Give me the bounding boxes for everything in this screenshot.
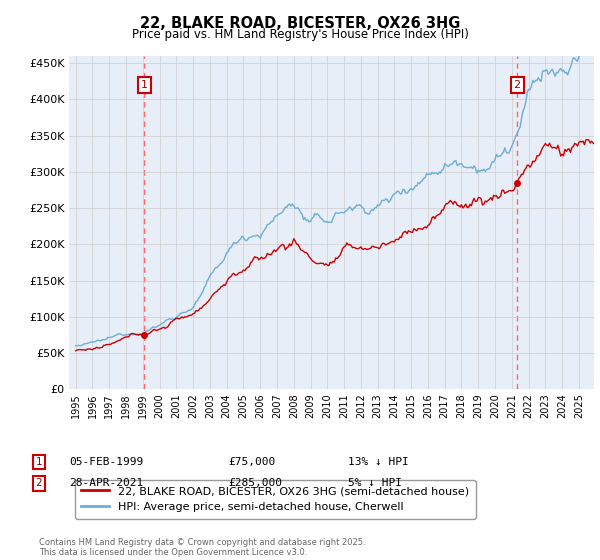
Text: £75,000: £75,000: [228, 457, 275, 467]
Text: 2: 2: [514, 80, 521, 90]
Text: Price paid vs. HM Land Registry's House Price Index (HPI): Price paid vs. HM Land Registry's House …: [131, 28, 469, 41]
Legend: 22, BLAKE ROAD, BICESTER, OX26 3HG (semi-detached house), HPI: Average price, se: 22, BLAKE ROAD, BICESTER, OX26 3HG (semi…: [74, 480, 476, 519]
Text: Contains HM Land Registry data © Crown copyright and database right 2025.
This d: Contains HM Land Registry data © Crown c…: [39, 538, 365, 557]
Text: 5% ↓ HPI: 5% ↓ HPI: [348, 478, 402, 488]
Text: 22, BLAKE ROAD, BICESTER, OX26 3HG: 22, BLAKE ROAD, BICESTER, OX26 3HG: [140, 16, 460, 31]
Text: 28-APR-2021: 28-APR-2021: [69, 478, 143, 488]
Text: 1: 1: [35, 457, 43, 467]
Text: 1: 1: [141, 80, 148, 90]
Text: £285,000: £285,000: [228, 478, 282, 488]
Text: 05-FEB-1999: 05-FEB-1999: [69, 457, 143, 467]
Text: 2: 2: [35, 478, 43, 488]
Text: 13% ↓ HPI: 13% ↓ HPI: [348, 457, 409, 467]
